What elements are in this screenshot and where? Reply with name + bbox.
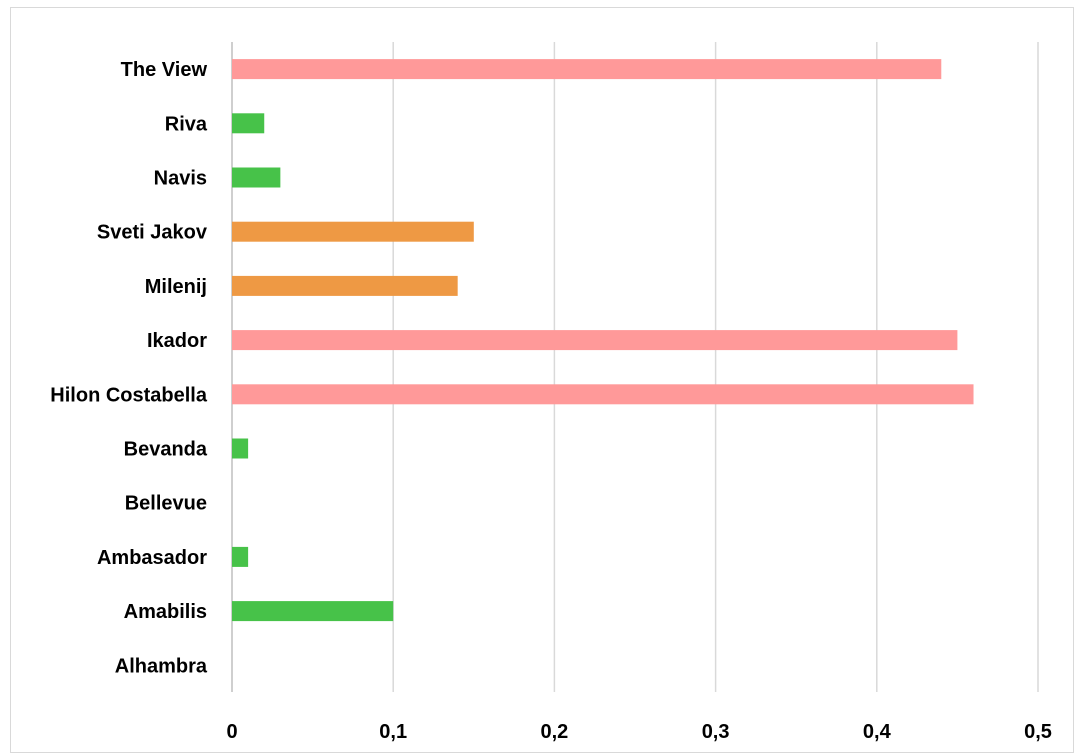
bar-hilon-costabella — [232, 384, 974, 405]
chart-frame — [10, 7, 1074, 753]
bar-amabilis — [232, 601, 394, 622]
category-label: Sveti Jakov — [97, 222, 208, 244]
category-label: Navis — [154, 168, 207, 190]
category-label: Milenij — [145, 276, 207, 298]
bar-riva — [232, 113, 265, 134]
x-tick-label: 0,2 — [540, 721, 568, 743]
bars — [232, 59, 974, 622]
x-tick-label: 0,1 — [379, 721, 407, 743]
bar-the-view — [232, 59, 942, 80]
category-label: Bevanda — [124, 439, 208, 461]
x-tick-label: 0,3 — [702, 721, 730, 743]
category-label: Bellevue — [125, 493, 207, 515]
category-label: The View — [121, 59, 208, 81]
bar-sveti-jakov — [232, 221, 474, 242]
category-label: Amabilis — [124, 601, 207, 623]
x-tick-label: 0,5 — [1024, 721, 1052, 743]
category-label: Riva — [165, 113, 208, 135]
bar-bevanda — [232, 438, 249, 459]
category-label: Hilon Costabella — [50, 384, 208, 406]
bar-milenij — [232, 275, 458, 296]
category-label: Ambasador — [97, 547, 207, 569]
category-labels: The View Riva Navis Sveti Jakov Milenij Ikado… — [50, 59, 208, 677]
x-tick-label: 0 — [226, 721, 237, 743]
bar-ikador — [232, 330, 958, 351]
category-label: Alhambra — [115, 655, 208, 677]
bar-ambasador — [232, 546, 249, 567]
gridlines — [231, 42, 1039, 692]
x-tick-labels: 0 0,1 0,2 0,3 0,4 0,5 — [226, 721, 1051, 743]
bar-navis — [232, 167, 281, 188]
category-label: Ikador — [147, 330, 207, 352]
x-tick-label: 0,4 — [863, 721, 892, 743]
